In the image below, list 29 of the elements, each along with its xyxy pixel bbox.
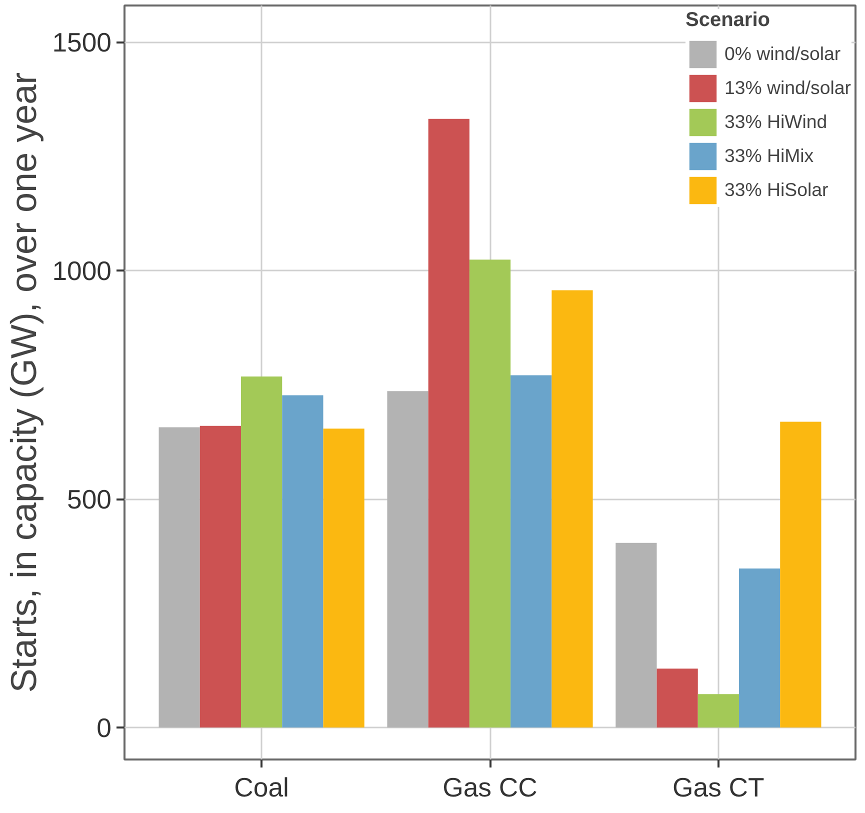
bar (469, 260, 511, 728)
bar (387, 391, 428, 728)
x-tick-label: Gas CT (672, 772, 764, 802)
legend-label: 13% wind/solar (724, 76, 851, 100)
bar (241, 376, 282, 728)
bar (282, 395, 324, 728)
y-tick-label: 0 (96, 713, 112, 744)
bar (738, 568, 780, 728)
y-tick-label: 500 (67, 484, 112, 515)
bar (200, 426, 242, 728)
bar (158, 427, 200, 728)
x-tick-label: Gas CC (442, 772, 538, 802)
legend-label: 33% HiSolar (724, 178, 828, 202)
bar (616, 542, 657, 728)
legend-label: 33% HiWind (724, 110, 828, 134)
bar (428, 118, 470, 728)
y-axis-title: Starts, in capacity (GW), over one year (3, 72, 44, 693)
legend-label: 0% wind/solar (724, 42, 841, 66)
bar (323, 428, 364, 728)
bar (510, 375, 552, 728)
bar (698, 694, 739, 728)
bar (780, 422, 822, 728)
y-tick-label: 1500 (52, 28, 112, 58)
x-tick-label: Coal (234, 772, 289, 802)
bar (656, 668, 698, 728)
legend-label: 33% HiMix (724, 144, 814, 168)
y-tick-label: 1000 (52, 256, 112, 286)
bar (552, 290, 593, 728)
legend-title: Scenario (685, 9, 771, 32)
